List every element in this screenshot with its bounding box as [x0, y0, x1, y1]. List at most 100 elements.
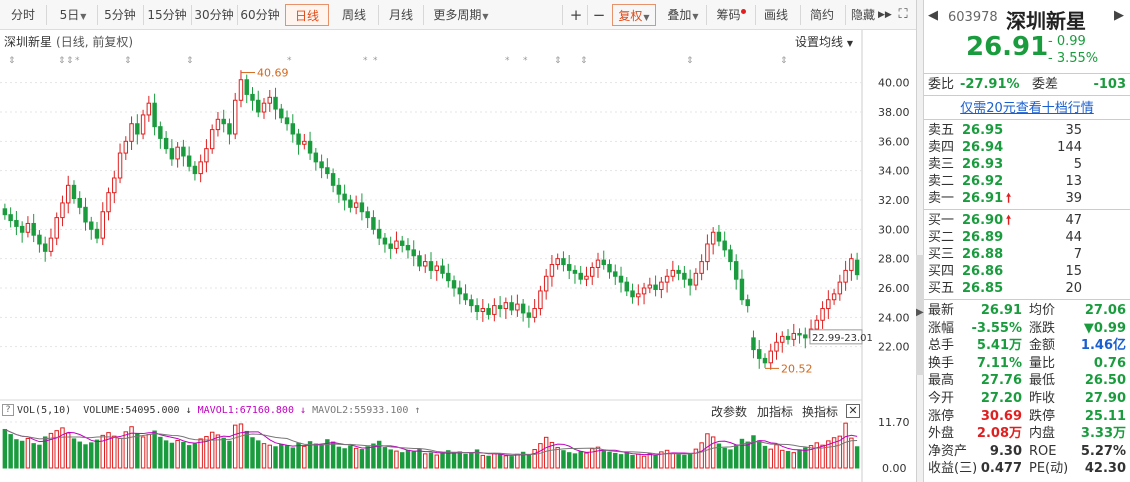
volume-bar	[8, 434, 13, 469]
candle-body	[774, 341, 779, 352]
tab-30min[interactable]: 30分钟	[194, 8, 234, 22]
adjust-rights-dropdown[interactable]: 复权▼	[612, 4, 656, 26]
tab-weekly[interactable]: 周线	[341, 8, 366, 22]
close-icon[interactable]: ✕	[846, 404, 860, 418]
y-tick-label: 40.00	[878, 77, 910, 90]
volume-bar	[19, 440, 25, 469]
weibi-value: -27.91%	[960, 77, 1020, 92]
event-marker-icon: *	[523, 56, 528, 66]
zoom-in-button[interactable]: +	[569, 6, 583, 24]
switch-indicator-button[interactable]: 换指标	[802, 405, 839, 419]
ask-volume: 13	[1065, 174, 1082, 189]
volume-bar	[123, 431, 129, 469]
volume-bar	[492, 453, 497, 469]
double-chevron-right-icon[interactable]: ▶▶	[878, 10, 892, 20]
tab-15min[interactable]: 15分钟	[147, 8, 187, 22]
tab-daily[interactable]: 日线	[285, 4, 329, 26]
bid-row[interactable]: 买三 26.88 7	[924, 246, 1130, 263]
level2-upgrade-link[interactable]: 仅需20元查看十档行情	[960, 101, 1094, 116]
overlay-dropdown[interactable]: 叠加▼	[662, 4, 704, 26]
bid-row[interactable]: 买五 26.85 20	[924, 280, 1130, 297]
volume-bar	[463, 453, 468, 469]
candle-body	[417, 255, 422, 267]
bid-row[interactable]: 买四 26.86 15	[924, 263, 1130, 280]
volume-bar	[394, 450, 399, 469]
volume-bar	[48, 432, 54, 469]
stat-value: 42.30	[1084, 461, 1126, 477]
ask-row[interactable]: 卖一 26.91 🠕 39	[924, 190, 1130, 207]
ma-setting-dropdown[interactable]: 设置均线 ▼	[795, 33, 853, 50]
tab-5day[interactable]: 5日▼	[52, 4, 94, 26]
volume-bar	[319, 444, 324, 469]
add-indicator-button[interactable]: 加指标	[757, 405, 794, 419]
candle-body	[722, 240, 727, 251]
ask-row[interactable]: 卖三 26.93 5	[924, 156, 1130, 173]
mavol2-value: MAVOL2:55933.100	[312, 405, 409, 416]
bid-row[interactable]: 买一 26.90 🠕 47	[924, 212, 1130, 229]
bid-level-label: 买四	[928, 264, 955, 279]
ask-row[interactable]: 卖四 26.94 144	[924, 139, 1130, 156]
volume-bar	[330, 441, 336, 469]
event-marker-icon: ⇕	[780, 56, 788, 66]
volume-bar	[399, 452, 405, 469]
triangle-right-icon: ▶	[916, 307, 924, 318]
expand-icon[interactable]: ⛶	[898, 7, 908, 22]
draw-line-button[interactable]: 画线	[763, 8, 788, 22]
event-marker-icon: ⇕	[58, 56, 66, 66]
event-marker-icon: *	[363, 56, 368, 66]
candle-body	[716, 231, 722, 242]
volume-bar	[803, 447, 808, 469]
stock-code: 603978	[948, 10, 998, 25]
volume-bar	[503, 455, 509, 469]
candle-body	[705, 243, 710, 263]
candle-body	[19, 225, 25, 233]
kline-chart[interactable]: 40.00 38.00 36.00 34.00 32.00 30.00 28.00 26.00…	[0, 30, 916, 482]
volume-bar	[843, 422, 848, 469]
next-stock-icon[interactable]: ▶	[1114, 8, 1124, 23]
tab-60min[interactable]: 60分钟	[240, 8, 280, 22]
candle-body	[831, 293, 837, 301]
stat-value: 0.477	[980, 461, 1022, 477]
hide-button[interactable]: 隐藏	[850, 8, 875, 22]
prev-stock-icon[interactable]: ◀	[928, 8, 938, 23]
volume-bar	[112, 435, 117, 469]
volume-bar	[359, 449, 365, 469]
chip-distribution-button[interactable]: 筹码	[710, 4, 752, 26]
volume-bar	[279, 443, 284, 469]
mavol2-line	[4, 429, 858, 455]
bid-row[interactable]: 买二 26.89 44	[924, 229, 1130, 246]
collapse-panel-handle[interactable]: ▶	[916, 255, 924, 375]
volume-bar	[728, 449, 733, 469]
simple-mode-button[interactable]: 简约	[809, 8, 834, 22]
tab-5min[interactable]: 5分钟	[104, 8, 136, 22]
zoom-out-button[interactable]: −	[592, 6, 606, 24]
edit-params-button[interactable]: 改参数	[711, 405, 748, 419]
candle-body	[330, 173, 336, 186]
help-icon[interactable]: ?	[2, 404, 14, 416]
candle-body	[313, 152, 319, 163]
stat-row: 最高 27.76 最低 26.50	[924, 372, 1130, 390]
tab-intraday[interactable]: 分时	[10, 8, 35, 22]
candle-body	[112, 177, 117, 194]
volume-bar	[100, 434, 105, 469]
volume-legend: ? VOL(5,10) VOLUME:54095.000 ↓ MAVOL1:671…	[0, 402, 420, 420]
ask-row[interactable]: 卖二 26.92 13	[924, 173, 1130, 190]
stat-row: 最新 26.91 均价 27.06	[924, 302, 1130, 320]
candle-body	[89, 221, 94, 230]
candle-body	[319, 161, 324, 169]
volume-bar	[561, 450, 566, 469]
stat-row: 外盘 2.08万 内盘 3.33万	[924, 425, 1130, 443]
volume-bar	[636, 453, 641, 469]
volume-bar	[566, 452, 572, 469]
stat-value: 5.41万	[976, 338, 1022, 354]
tab-more-periods[interactable]: 更多周期▼	[428, 4, 494, 26]
volume-bar	[273, 446, 278, 469]
volume-bar	[710, 436, 716, 469]
ask-row[interactable]: 卖五 26.95 35	[924, 122, 1130, 139]
volume-bar	[250, 437, 255, 469]
volume-bar	[365, 446, 370, 469]
tab-monthly[interactable]: 月线	[388, 8, 413, 22]
chevron-down-icon: ▼	[80, 12, 87, 21]
candle-body	[42, 243, 48, 252]
volume-bar	[169, 442, 175, 469]
